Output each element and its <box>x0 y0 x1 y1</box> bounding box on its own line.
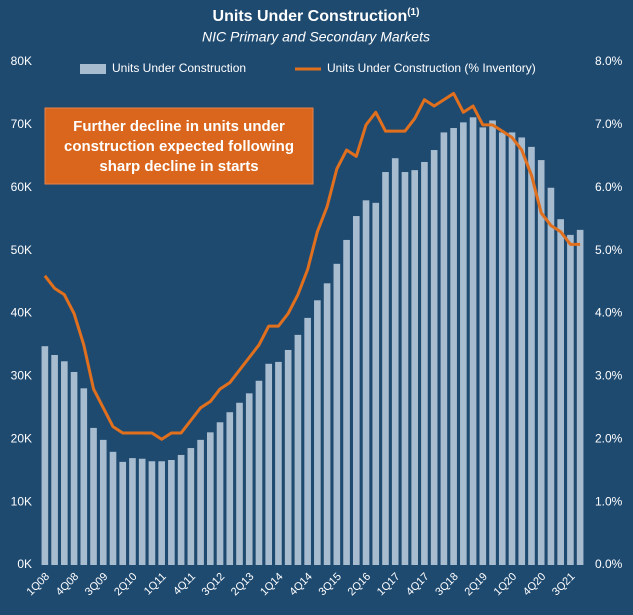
bar <box>226 412 234 565</box>
bar <box>401 172 409 565</box>
bar <box>41 346 49 565</box>
bar <box>537 160 545 565</box>
bar <box>567 234 574 565</box>
y2-tick-label: 6.0% <box>595 180 623 194</box>
bar <box>343 239 350 565</box>
bar <box>314 300 321 565</box>
bar <box>547 187 555 565</box>
legend-label: Units Under Construction <box>112 61 246 75</box>
y-tick-label: 60K <box>11 180 32 194</box>
line <box>43 91 581 441</box>
bar <box>576 229 584 565</box>
annotation-box <box>44 107 314 185</box>
bar <box>304 317 311 565</box>
bar <box>187 448 195 565</box>
y-tick-label: 70K <box>11 117 32 131</box>
bar <box>372 202 380 565</box>
bar <box>168 459 175 565</box>
bar <box>90 427 97 565</box>
bar <box>460 122 467 566</box>
y2-tick-label: 7.0% <box>595 117 623 131</box>
bar <box>333 263 341 565</box>
bar <box>518 137 526 565</box>
bar <box>158 461 165 565</box>
y-tick-label: 80K <box>11 54 32 68</box>
bar <box>489 120 496 565</box>
annotation-text: construction expected following <box>64 138 294 155</box>
bar <box>265 363 273 565</box>
title-text: Units Under Construction <box>213 8 408 25</box>
bar <box>450 128 457 566</box>
bar <box>557 219 564 565</box>
bar <box>323 283 331 565</box>
legend-swatch <box>80 64 106 74</box>
y2-tick-label: 8.0% <box>595 54 623 68</box>
bar <box>440 132 448 566</box>
y-tick-label: 20K <box>11 431 32 445</box>
bar <box>70 371 78 565</box>
y-tick-label: 30K <box>11 369 32 383</box>
bar <box>362 200 370 565</box>
bar <box>352 216 360 565</box>
y-tick-label: 10K <box>11 494 32 508</box>
y2-tick-label: 3.0% <box>595 369 623 383</box>
bar <box>138 458 146 565</box>
bar <box>51 354 58 565</box>
bar <box>61 361 68 565</box>
bar <box>469 117 477 565</box>
bar <box>129 458 136 565</box>
y-tick-label: 0K <box>17 557 32 571</box>
bar <box>148 461 156 565</box>
bar <box>528 146 535 565</box>
bar <box>236 402 243 565</box>
bar <box>99 439 107 565</box>
bar <box>498 132 506 566</box>
bar <box>421 161 428 565</box>
title-note: (1) <box>407 7 419 18</box>
bar <box>284 349 292 565</box>
chart-subtitle: NIC Primary and Secondary Markets <box>202 29 430 45</box>
annotation-text: sharp decline in starts <box>99 158 258 175</box>
bar <box>479 127 487 565</box>
bar <box>216 422 224 565</box>
bar <box>80 388 88 565</box>
y-tick-label: 40K <box>11 306 32 320</box>
y2-tick-label: 0.0% <box>595 557 623 571</box>
bar <box>197 439 204 565</box>
bar <box>119 461 127 565</box>
legend-label: Units Under Construction (% Inventory) <box>327 61 536 75</box>
y2-tick-label: 2.0% <box>595 431 623 445</box>
bar <box>207 432 214 565</box>
y2-tick-label: 4.0% <box>595 306 623 320</box>
bar <box>382 172 389 565</box>
y2-tick-label: 1.0% <box>595 494 623 508</box>
bar <box>109 451 117 565</box>
bar <box>430 150 438 565</box>
bar <box>391 158 399 566</box>
bar <box>294 334 302 565</box>
bar <box>275 361 282 565</box>
y-tick-label: 50K <box>11 243 32 257</box>
bar <box>255 380 263 565</box>
bar <box>508 132 516 566</box>
bar <box>245 393 253 565</box>
bar <box>177 454 185 565</box>
chart-title: Units Under Construction(1) <box>213 7 420 26</box>
bar <box>411 170 418 565</box>
y2-tick-label: 5.0% <box>595 243 623 257</box>
annotation-text: Further decline in units under <box>73 118 285 135</box>
